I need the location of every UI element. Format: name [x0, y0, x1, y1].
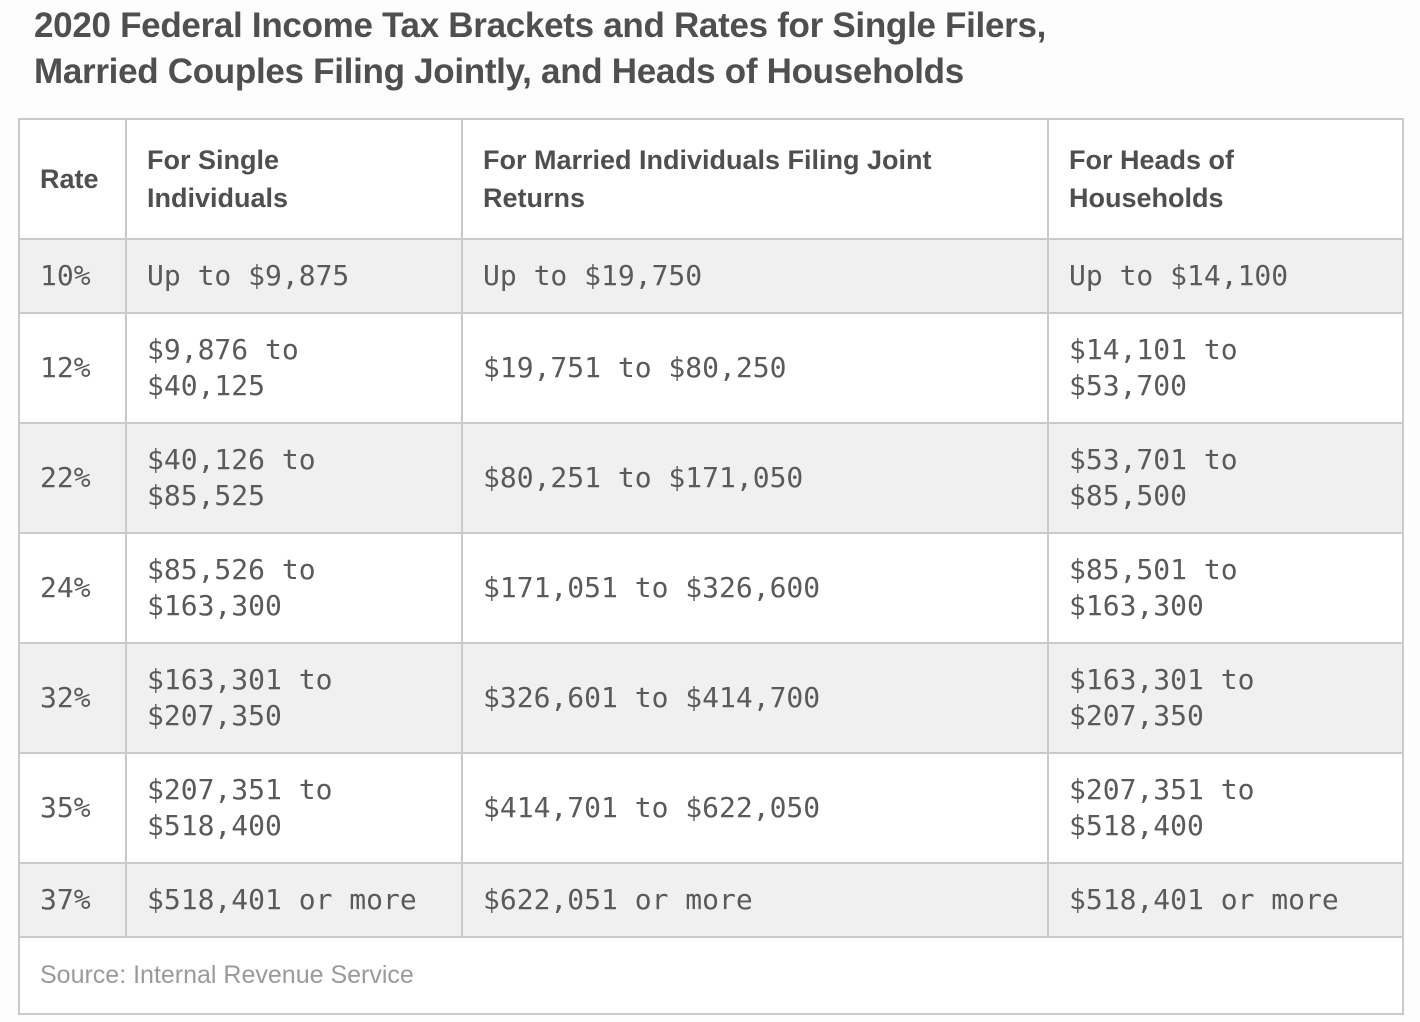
table-row: 35% $207,351 to $518,400 $414,701 to $62…: [18, 752, 1404, 864]
single-cell: $40,126 to $85,525: [125, 422, 463, 534]
married-cell: $80,251 to $171,050: [461, 422, 1049, 534]
table-row: 32% $163,301 to $207,350 $326,601 to $41…: [18, 642, 1404, 754]
table-row: 10% Up to $9,875 Up to $19,750 Up to $14…: [18, 238, 1404, 314]
rate-cell: 35%: [18, 752, 127, 864]
single-cell: $163,301 to $207,350: [125, 642, 463, 754]
heads-cell: $163,301 to $207,350: [1047, 642, 1404, 754]
page-title: 2020 Federal Income Tax Brackets and Rat…: [34, 6, 1047, 91]
tax-brackets-table: Rate For Single Individuals For Married …: [18, 118, 1404, 1015]
heads-cell: $518,401 or more: [1047, 862, 1404, 938]
table-row: 22% $40,126 to $85,525 $80,251 to $171,0…: [18, 422, 1404, 534]
heads-cell: $14,101 to $53,700: [1047, 312, 1404, 424]
header-row: Rate For Single Individuals For Married …: [18, 118, 1404, 240]
rate-cell: 10%: [18, 238, 127, 314]
column-header-single: For Single Individuals: [125, 118, 463, 240]
column-header-rate: Rate: [18, 118, 127, 240]
married-cell: $622,051 or more: [461, 862, 1049, 938]
source-note: Source: Internal Revenue Service: [18, 936, 1404, 1015]
heads-cell: $53,701 to $85,500: [1047, 422, 1404, 534]
married-cell: Up to $19,750: [461, 238, 1049, 314]
source-row: Source: Internal Revenue Service: [18, 936, 1404, 1015]
rate-cell: 24%: [18, 532, 127, 644]
heads-cell: $207,351 to $518,400: [1047, 752, 1404, 864]
single-cell: $85,526 to $163,300: [125, 532, 463, 644]
table-row: 37% $518,401 or more $622,051 or more $5…: [18, 862, 1404, 938]
table-body: 10% Up to $9,875 Up to $19,750 Up to $14…: [18, 238, 1404, 1015]
rate-cell: 22%: [18, 422, 127, 534]
table-row: 12% $9,876 to $40,125 $19,751 to $80,250…: [18, 312, 1404, 424]
rate-cell: 37%: [18, 862, 127, 938]
table-row: 24% $85,526 to $163,300 $171,051 to $326…: [18, 532, 1404, 644]
married-cell: $326,601 to $414,700: [461, 642, 1049, 754]
single-cell: $518,401 or more: [125, 862, 463, 938]
married-cell: $414,701 to $622,050: [461, 752, 1049, 864]
heads-cell: $85,501 to $163,300: [1047, 532, 1404, 644]
column-header-heads: For Heads of Households: [1047, 118, 1404, 240]
table-header: Rate For Single Individuals For Married …: [18, 118, 1404, 240]
single-cell: $9,876 to $40,125: [125, 312, 463, 424]
rate-cell: 12%: [18, 312, 127, 424]
column-header-married: For Married Individuals Filing Joint Ret…: [461, 118, 1049, 240]
heads-cell: Up to $14,100: [1047, 238, 1404, 314]
married-cell: $19,751 to $80,250: [461, 312, 1049, 424]
single-cell: Up to $9,875: [125, 238, 463, 314]
married-cell: $171,051 to $326,600: [461, 532, 1049, 644]
single-cell: $207,351 to $518,400: [125, 752, 463, 864]
rate-cell: 32%: [18, 642, 127, 754]
